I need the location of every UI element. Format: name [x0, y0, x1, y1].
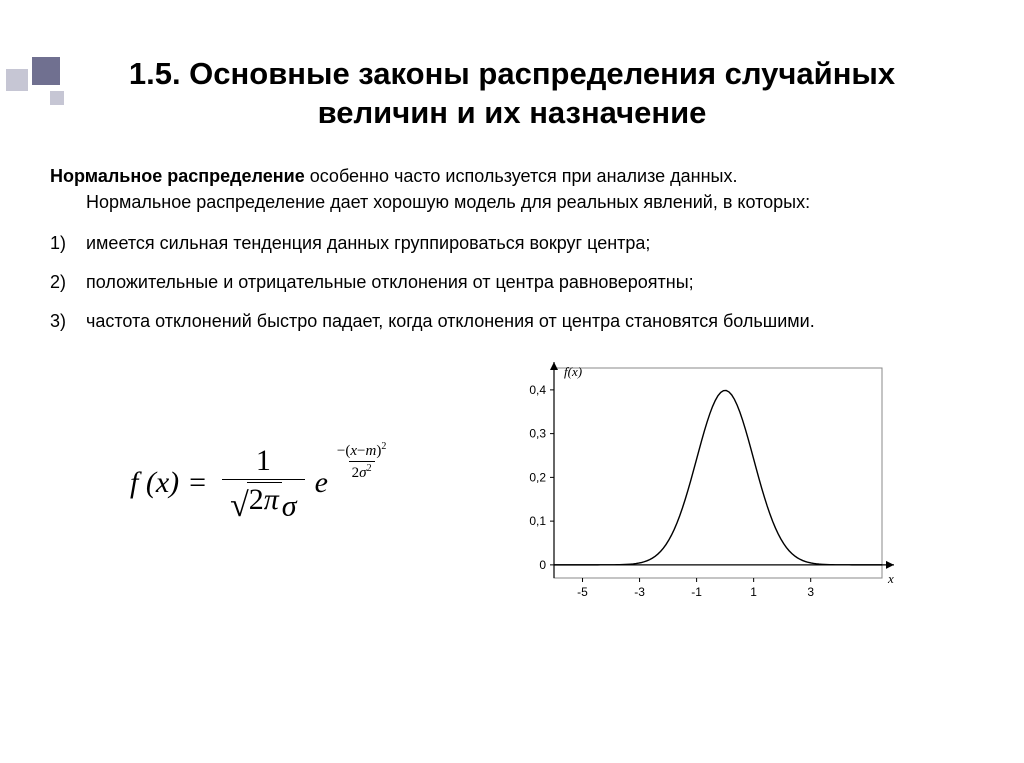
svg-text:x: x	[887, 571, 894, 586]
item-number: 2)	[50, 270, 86, 295]
formula-fraction: 1 √ 2π σ	[222, 444, 305, 523]
svg-text:0,1: 0,1	[529, 514, 546, 528]
item-text: положительные и отрицательные отклонения…	[86, 270, 694, 295]
pi: π	[264, 483, 279, 516]
formula-eq: =	[189, 466, 206, 500]
svg-text:1: 1	[750, 585, 757, 599]
exp-denominator: 2σ2	[349, 461, 375, 482]
item-number: 3)	[50, 309, 86, 334]
svg-text:3: 3	[807, 585, 814, 599]
svg-text:0,2: 0,2	[529, 471, 546, 485]
two: 2	[249, 483, 264, 516]
exp-numerator: −(x−m)2	[334, 441, 389, 461]
svg-text:0,3: 0,3	[529, 427, 546, 441]
sqrt-wrap: √ 2π	[230, 482, 282, 516]
formula-lhs: f (x)	[130, 466, 179, 500]
intro-bold: Нормальное распределение	[50, 166, 305, 186]
pdf-formula: f (x) = 1 √ 2π σ e −(x−m)2	[130, 444, 389, 523]
corner-decoration	[0, 55, 90, 105]
normal-distribution-chart: 0 0,1 0,2 0,3 0,4 -5 -3 -1 1 3 f(x) x	[504, 358, 904, 608]
numbered-list: 1) имеется сильная тенденция данных груп…	[50, 231, 974, 335]
svg-text:0,4: 0,4	[529, 383, 546, 397]
list-item: 3) частота отклонений быстро падает, ког…	[50, 309, 974, 334]
radicand: 2π	[247, 482, 282, 516]
svg-text:0: 0	[539, 558, 546, 572]
list-item: 1) имеется сильная тенденция данных груп…	[50, 231, 974, 256]
bottom-row: f (x) = 1 √ 2π σ e −(x−m)2	[50, 348, 974, 608]
page-title: 1.5. Основные законы распределения случа…	[0, 55, 1024, 133]
intro-rest1: особенно часто используется при анализе …	[305, 166, 738, 186]
formula-exponent: −(x−m)2 2σ2	[334, 441, 389, 481]
frac-denominator: √ 2π σ	[222, 479, 305, 523]
list-item: 2) положительные и отрицательные отклоне…	[50, 270, 974, 295]
intro-paragraph: Нормальное распределение особенно часто …	[50, 163, 974, 215]
formula-e: e	[315, 466, 328, 500]
svg-text:-3: -3	[634, 585, 645, 599]
intro-line2: Нормальное распределение дает хорошую мо…	[50, 189, 974, 215]
content-body: Нормальное распределение особенно часто …	[0, 133, 1024, 609]
item-text: имеется сильная тенденция данных группир…	[86, 231, 650, 256]
item-number: 1)	[50, 231, 86, 256]
svg-text:f(x): f(x)	[564, 364, 582, 379]
sigma: σ	[282, 490, 297, 523]
svg-text:-5: -5	[577, 585, 588, 599]
item-text: частота отклонений быстро падает, когда …	[86, 309, 815, 334]
frac-numerator: 1	[248, 444, 279, 479]
svg-text:-1: -1	[691, 585, 702, 599]
